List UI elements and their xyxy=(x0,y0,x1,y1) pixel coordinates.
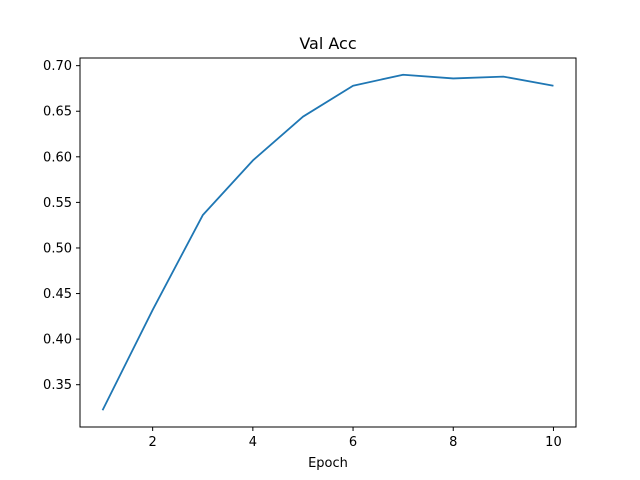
y-axis-ticks: 0.35 0.40 0.45 0.50 0.55 0.60 0.65 0.70 xyxy=(43,59,80,393)
y-tick-label: 0.35 xyxy=(43,378,72,393)
series-layer xyxy=(101,73,554,411)
y-tick-label: 0.70 xyxy=(43,59,72,74)
y-tick-label: 0.40 xyxy=(43,333,72,348)
x-axis-label: Epoch xyxy=(308,456,348,471)
y-tick-label: 0.65 xyxy=(43,105,72,120)
x-axis-ticks: 2 4 6 8 10 xyxy=(149,427,562,450)
x-tick-label: 4 xyxy=(249,435,257,450)
x-tick-label: 6 xyxy=(349,435,357,450)
series-line-1 xyxy=(101,73,554,411)
x-tick-label: 8 xyxy=(449,435,457,450)
y-tick-label: 0.45 xyxy=(43,287,72,302)
plot-area-frame xyxy=(79,57,577,428)
y-tick-label: 0.55 xyxy=(43,196,72,211)
x-tick-label: 10 xyxy=(545,435,562,450)
chart-title: Val Acc xyxy=(299,34,356,53)
y-tick-label: 0.50 xyxy=(43,241,72,256)
y-tick-label: 0.60 xyxy=(43,150,72,165)
x-tick-label: 2 xyxy=(149,435,157,450)
